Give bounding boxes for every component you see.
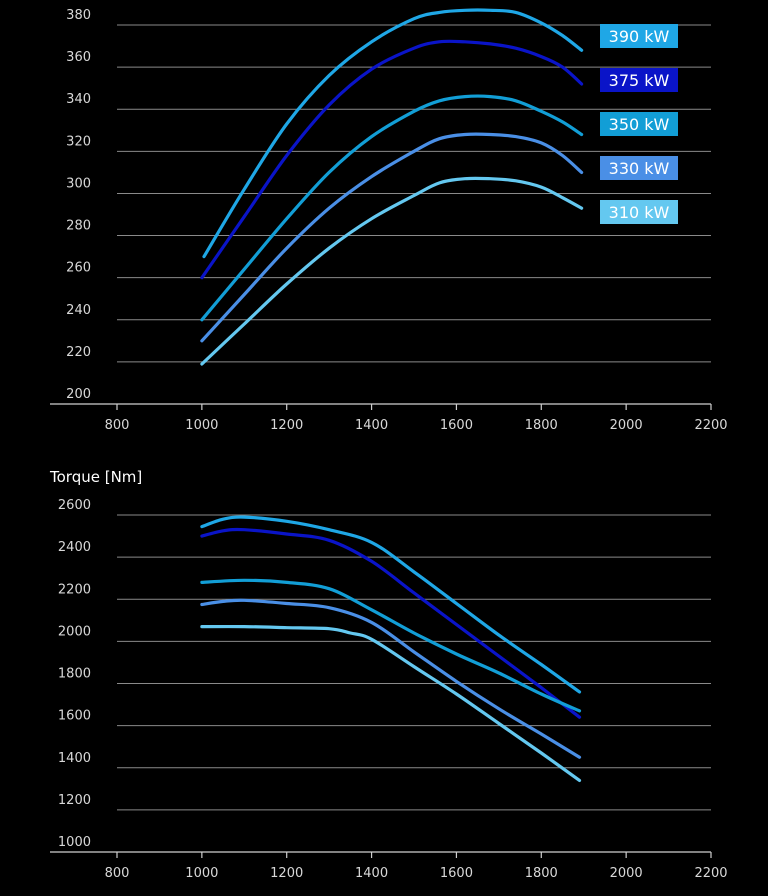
y-tick-label: 220 [66, 345, 91, 360]
series-line-330-kw [200, 598, 582, 759]
legend-label: 310 kW [609, 203, 670, 222]
legend-swatch [600, 112, 678, 136]
y-tick-label: 340 [66, 92, 91, 107]
y-tick-label: 240 [66, 303, 91, 318]
series-line-330-kw [200, 132, 584, 343]
legend-label: 330 kW [609, 159, 670, 178]
y-tick-label: 260 [66, 261, 91, 276]
y-tick-label: 1200 [58, 793, 91, 808]
x-tick-label: 1400 [355, 418, 388, 433]
series-line-350-kw [200, 578, 582, 713]
y-tick-label: 200 [66, 387, 91, 402]
y-tick-label: 360 [66, 50, 91, 65]
y-tick-label: 1000 [58, 835, 91, 850]
series-line-310-kw [200, 624, 582, 782]
legend-swatch [600, 24, 678, 48]
x-tick-label: 1600 [440, 866, 473, 881]
x-tick-label: 1800 [525, 418, 558, 433]
legend-label: 350 kW [609, 115, 670, 134]
x-tick-label: 2200 [694, 418, 727, 433]
y-tick-label: 300 [66, 176, 91, 191]
x-tick-label: 800 [105, 866, 130, 881]
series-line-390-kw [200, 515, 582, 694]
chart-title: Torque [Nm] [49, 468, 142, 486]
y-tick-label: 2400 [58, 540, 91, 555]
x-tick-label: 2000 [610, 418, 643, 433]
x-tick-label: 1800 [525, 866, 558, 881]
y-tick-label: 1400 [58, 751, 91, 766]
legend-label: 375 kW [609, 71, 670, 90]
y-tick-label: 2600 [58, 498, 91, 513]
x-tick-label: 2000 [610, 866, 643, 881]
series-line-390-kw [202, 8, 584, 259]
series-line-350-kw [200, 94, 584, 322]
x-tick-label: 1200 [270, 866, 303, 881]
legend-swatch [600, 200, 678, 224]
legend-swatch [600, 68, 678, 92]
y-tick-label: 320 [66, 134, 91, 149]
x-tick-label: 800 [105, 418, 130, 433]
y-tick-label: 1600 [58, 709, 91, 724]
series-line-375-kw [200, 39, 584, 280]
power-chart: 200 220 240 260 280 300 320 340 360 380 800 1000 120… [50, 8, 728, 433]
x-tick-label: 1000 [185, 418, 218, 433]
x-tick-label: 1200 [270, 418, 303, 433]
y-tick-label: 2000 [58, 624, 91, 639]
y-tick-label: 380 [66, 8, 91, 23]
y-tick-label: 280 [66, 219, 91, 234]
legend-swatch [600, 156, 678, 180]
x-tick-label: 1000 [185, 866, 218, 881]
torque-chart: 1000 1200 1400 1600 1800 2000 2200 2400 2600 800 1… [49, 468, 728, 881]
legend-label: 390 kW [609, 27, 670, 46]
y-tick-label: 2200 [58, 582, 91, 597]
x-tick-label: 1400 [355, 866, 388, 881]
series-line-310-kw [200, 176, 584, 366]
x-tick-label: 1600 [440, 418, 473, 433]
x-tick-label: 2200 [694, 866, 727, 881]
y-tick-label: 1800 [58, 667, 91, 682]
series-line-375-kw [200, 527, 582, 719]
